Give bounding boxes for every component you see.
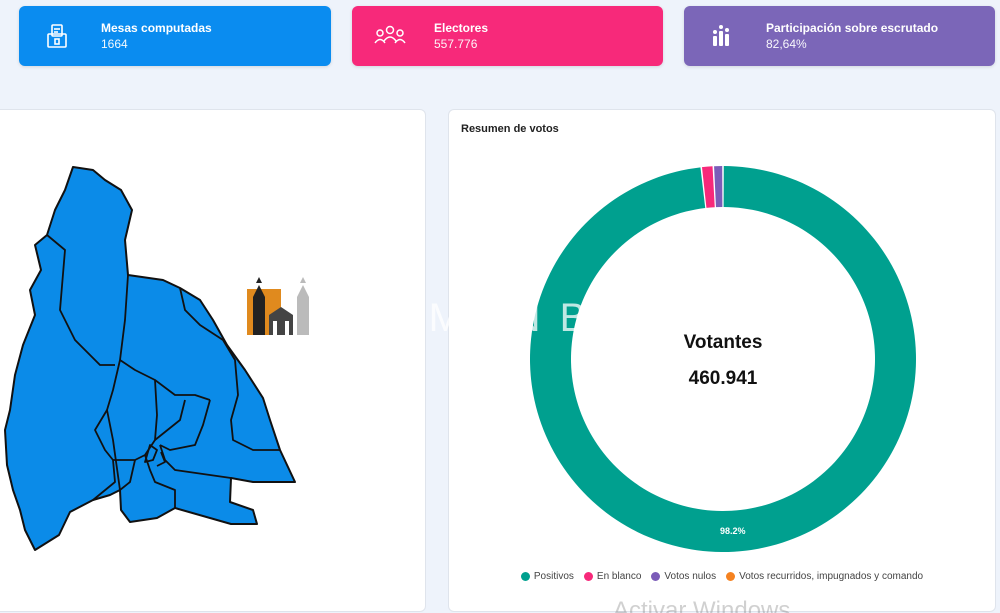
legend-item[interactable]: Votos nulos xyxy=(651,571,716,582)
donut-chart: Votantes 460.941 98.2% xyxy=(529,166,916,553)
stat-label: Participación sobre escrutado xyxy=(766,21,939,35)
chart-title: Resumen de votos xyxy=(461,123,559,135)
stat-card-mesas: Mesas computadas 1664 xyxy=(19,6,331,66)
legend-label: Votos nulos xyxy=(664,571,717,582)
legend-item[interactable]: En blanco xyxy=(583,571,642,582)
donut-slice-positivos[interactable] xyxy=(529,166,916,553)
donut-slice-en-blanco[interactable] xyxy=(701,166,715,208)
chart-panel: Resumen de votos Votantes 460.941 98.2% … xyxy=(448,109,996,612)
stat-label: Mesas computadas xyxy=(101,21,212,35)
legend-item[interactable]: Positivos xyxy=(520,571,574,582)
province-outline xyxy=(4,166,296,551)
slice-data-label: 98.2% xyxy=(720,526,746,536)
map-panel xyxy=(0,109,426,612)
stat-value: 1664 xyxy=(101,37,128,51)
legend-item[interactable]: Votos recurridos, impugnados y comando xyxy=(726,571,923,582)
legend-label: Positivos xyxy=(533,571,574,582)
legend-dot xyxy=(520,572,530,581)
stat-card-electores: Electores 557.776 xyxy=(352,6,663,66)
legend-label: En blanco xyxy=(596,571,642,582)
department-borders xyxy=(46,234,280,508)
legend-dot xyxy=(726,572,736,581)
watermark-text: DAMIAN B xyxy=(365,296,591,340)
chart-legend: Positivos En blanco Votos nulos Votos recur… xyxy=(449,571,995,582)
center-value: 460.941 xyxy=(689,368,758,389)
legend-label: Votos recurridos, impugnados y comando xyxy=(739,571,924,582)
donut-slice-votos-nulos[interactable] xyxy=(714,166,723,208)
participation-hands-icon xyxy=(702,16,742,56)
people-group-icon xyxy=(370,16,410,56)
stat-value: 82,64% xyxy=(766,37,807,51)
legend-dot xyxy=(583,572,593,581)
watermark-logo xyxy=(245,275,317,337)
center-label: Votantes xyxy=(684,332,763,353)
stat-label: Electores xyxy=(434,21,489,35)
stat-card-participacion: Participación sobre escrutado 82,64% xyxy=(684,6,995,66)
stat-value: 557.776 xyxy=(434,37,478,51)
province-map xyxy=(4,166,296,551)
legend-dot xyxy=(651,572,661,581)
ballot-box-icon xyxy=(37,16,77,56)
activate-windows-notice: Activar Windows xyxy=(613,597,791,613)
